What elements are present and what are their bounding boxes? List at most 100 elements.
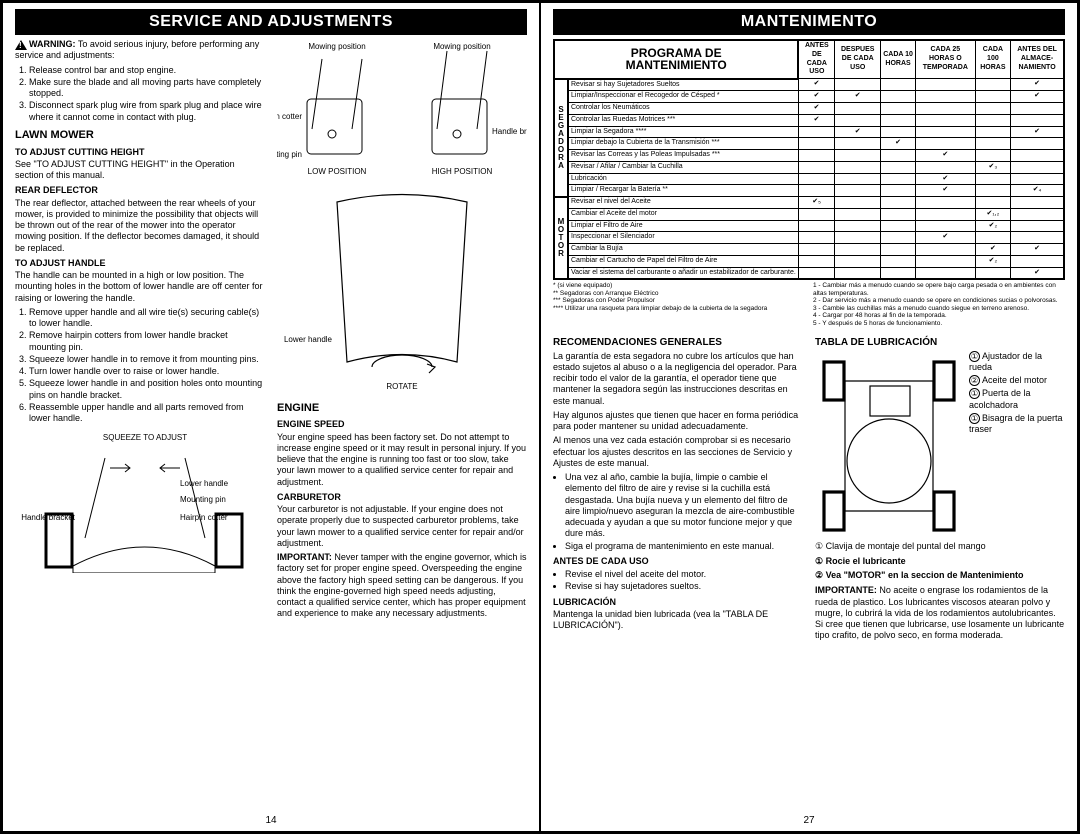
label: Lower handle: [180, 479, 229, 488]
table-cell: [975, 126, 1010, 138]
table-cell: ✔: [916, 150, 976, 162]
table-cell: [1011, 103, 1064, 115]
table-row-label: Controlar las Ruedas Motrices ***: [568, 114, 798, 126]
label: Hairpin cotter: [277, 112, 302, 121]
table-cell: [835, 255, 881, 267]
table-row-label: Cambiar el Cartucho de Papel del Filtro …: [568, 255, 798, 267]
list-item: Siga el programa de mantenimiento en est…: [565, 541, 803, 552]
table-cell: [798, 208, 835, 220]
lube-legend2: ② Vea "MOTOR" en la seccion de Mantenimi…: [815, 570, 1024, 580]
table-title2: MANTENIMIENTO: [626, 58, 727, 72]
page-right: MANTENIMENTO PROGRAMA DEMANTENIMIENTO AN…: [540, 0, 1080, 834]
list-item: Turn lower handle over to raise or lower…: [29, 366, 265, 377]
table-cell: [835, 114, 881, 126]
label: SQUEEZE TO ADJUST: [103, 433, 187, 442]
right-col1: RECOMENDACIONES GENERALES La garantía de…: [553, 333, 803, 645]
engine-speed-text: Your engine speed has been factory set. …: [277, 432, 527, 488]
table-cell: [1011, 150, 1064, 162]
lubr-heading: LUBRICACIÓN: [553, 597, 803, 608]
footnote: 3 - Cambie las cuchillas más a menudo cu…: [813, 305, 1065, 312]
table-row-label: Limpiar debajo la Cubierta de la Transmi…: [568, 138, 798, 150]
table-cell: ✔: [835, 126, 881, 138]
table-footnotes: * (si viene equipado) ** Segadoras con A…: [553, 282, 1065, 327]
table-cell: [835, 185, 881, 197]
adj-handle-text: The handle can be mounted in a high or l…: [15, 270, 265, 304]
table-cell: [975, 114, 1010, 126]
footnote: 4 - Cargar por 48 horas al fin de la tem…: [813, 312, 1065, 319]
warn-item: Make sure the blade and all moving parts…: [29, 77, 265, 100]
table-cell: [975, 91, 1010, 103]
label: HIGH POSITION: [432, 167, 493, 176]
circle-num: ①: [969, 388, 980, 399]
table-row-label: Revisar las Correas y las Poleas Impulsa…: [568, 150, 798, 162]
list-item: Revise si hay sujetadores sueltos.: [565, 581, 803, 592]
cut-height-heading: TO ADJUST CUTTING HEIGHT: [15, 147, 265, 158]
engine-speed-heading: ENGINE SPEED: [277, 419, 527, 430]
table-cell: [881, 173, 916, 185]
table-row-label: Inspeccionar el Silenciador: [568, 232, 798, 244]
table-cell: [798, 244, 835, 256]
table-cell: [1011, 161, 1064, 173]
table-row-label: Vaciar el sistema del carburante o añadi…: [568, 267, 798, 279]
table-cell: [798, 161, 835, 173]
lubr-text: Mantenga la unidad bien lubricada (vea l…: [553, 609, 803, 632]
table-cell: ✔: [835, 91, 881, 103]
footnote: *** Segadoras con Poder Propulsor: [553, 297, 805, 304]
lube-label: Aceite del motor: [982, 375, 1047, 385]
col-header: ANTES DE CADA USO: [798, 40, 835, 79]
table-cell: [916, 267, 976, 279]
table-row-label: Revisar / Afilar / Cambiar la Cuchilla: [568, 161, 798, 173]
table-cell: ✔: [798, 114, 835, 126]
table-cell: [881, 114, 916, 126]
label: Handle bracket: [21, 513, 76, 522]
table-cell: [881, 232, 916, 244]
label: Hairpin cotter: [180, 513, 228, 522]
table-cell: [975, 138, 1010, 150]
table-cell: [835, 138, 881, 150]
table-cell: [1011, 114, 1064, 126]
carb-text: Your carburetor is not adjustable. If yo…: [277, 504, 527, 549]
list-item: Remove hairpin cotters from lower handle…: [29, 330, 265, 353]
maintenance-table: PROGRAMA DEMANTENIMIENTO ANTES DE CADA U…: [553, 39, 1065, 280]
table-row-label: Controlar los Neumáticos: [568, 103, 798, 115]
table-row-label: Revisar si hay Sujetadores Sueltos: [568, 79, 798, 91]
lube-label: Bisagra de la puerta traser: [969, 413, 1063, 434]
page-number: 27: [803, 815, 814, 828]
list-item: Remove upper handle and all wire tie(s) …: [29, 307, 265, 330]
table-cell: [881, 79, 916, 91]
table-cell: [881, 220, 916, 232]
rotate-diagram: Lower handle ROTATE: [277, 192, 527, 392]
table-cell: [835, 244, 881, 256]
table-cell: [798, 126, 835, 138]
table-cell: [881, 161, 916, 173]
table-cell: ✔₅: [798, 197, 835, 209]
table-cell: [916, 208, 976, 220]
right-col2: TABLA DE LUBRICACIÓN: [815, 333, 1065, 645]
antes-list: Revise el nivel del aceite del motor. Re…: [553, 569, 803, 593]
header-left: SERVICE AND ADJUSTMENTS: [15, 9, 527, 35]
header-right: MANTENIMENTO: [553, 9, 1065, 35]
table-cell: [975, 232, 1010, 244]
table-cell: [916, 255, 976, 267]
recom-text: Al menos una vez cada estación comprobar…: [553, 435, 803, 469]
table-cell: [1011, 197, 1064, 209]
table-cell: [975, 150, 1010, 162]
rear-def-heading: REAR DEFLECTOR: [15, 185, 265, 196]
table-cell: [916, 220, 976, 232]
table-cell: [881, 244, 916, 256]
carb-heading: CARBURETOR: [277, 492, 527, 503]
warning-label: WARNING:: [29, 39, 76, 49]
recom-text: La garantía de esta segadora no cubre lo…: [553, 351, 803, 407]
col-header: CADA 10 HORAS: [881, 40, 916, 79]
engine-heading: ENGINE: [277, 402, 527, 416]
col-header: CADA 25 HORAS O TEMPORADA: [916, 40, 976, 79]
table-cell: [916, 114, 976, 126]
footnote: ** Segadoras con Arranque Eléctrico: [553, 290, 805, 297]
rear-def-text: The rear deflector, attached between the…: [15, 198, 265, 254]
circle-num: ②: [969, 375, 980, 386]
footnote: * (si viene equipado): [553, 282, 805, 289]
table-cell: ✔: [916, 185, 976, 197]
table-cell: ✔: [1011, 126, 1064, 138]
table-cell: [916, 161, 976, 173]
label: Mowing position: [308, 42, 365, 51]
